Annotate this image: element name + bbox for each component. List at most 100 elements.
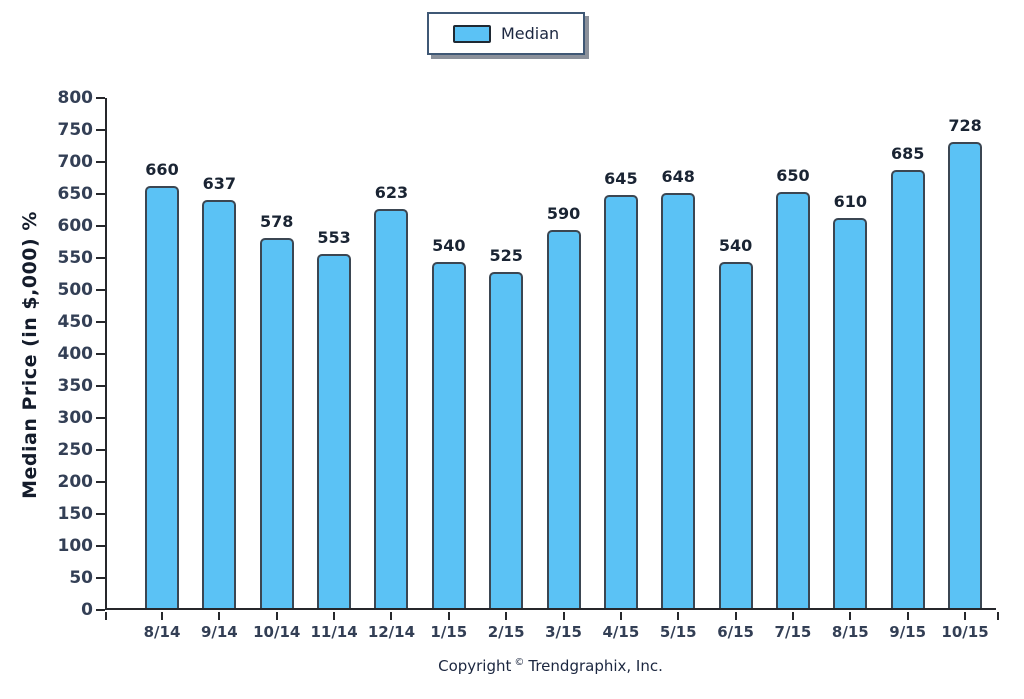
y-tick-mark [96,225,105,227]
bar [259,238,294,608]
x-tick-label: 1/15 [430,623,468,641]
y-tick-label: 700 [57,152,94,172]
bar [948,142,983,608]
x-tick-label: 8/15 [831,623,869,641]
y-tick-label: 650 [57,184,94,204]
y-tick-label: 150 [57,504,94,524]
bar-value-label: 645 [604,169,638,188]
legend-swatch-median [453,24,491,43]
x-tick-mark [161,612,163,620]
x-tick-label: 10/14 [253,623,301,641]
x-tick-mark [218,612,221,620]
y-tick-mark [96,193,105,195]
bar [546,230,581,608]
x-tick-label: 2/15 [487,623,525,641]
copyright-company: Trendgraphix, Inc. [528,657,663,675]
y-tick-label: 350 [57,376,94,396]
bar-value-label: 553 [317,228,351,247]
y-tick-mark [96,353,105,355]
x-tick-label: 12/14 [367,623,416,641]
x-tick-mark [275,612,278,620]
bar [661,193,696,608]
y-tick-label: 250 [57,440,94,460]
bar [718,262,753,608]
y-tick-mark [96,545,105,547]
x-tick-label: 11/14 [310,623,358,641]
y-tick-mark [96,97,105,99]
bar [603,195,638,608]
y-tick-label: 500 [57,280,94,300]
y-tick-mark [96,577,105,579]
y-tick-mark [96,257,105,259]
x-tick-label: 10/15 [941,623,989,641]
y-tick-mark [96,481,105,483]
y-tick-label: 800 [57,88,94,108]
bar-value-label: 590 [546,204,581,223]
bar [775,192,810,608]
copyright-footer: Copyright © Trendgraphix, Inc. [105,657,996,675]
y-axis-title: Median Price (in $,000) % [19,211,41,499]
copyright-text: Copyright [438,657,512,675]
bar-value-label: 650 [776,166,810,185]
bar-value-label: 525 [489,246,523,265]
x-tick-label: 9/15 [889,623,927,641]
bar [489,272,524,608]
bar [374,209,409,608]
x-tick-mark [447,612,450,620]
x-tick-mark [906,612,909,620]
y-tick-label: 200 [57,472,94,492]
legend-label: Median [501,24,560,43]
bar-value-label: 578 [260,212,294,231]
x-tick-mark [390,612,393,620]
bar [317,254,352,608]
x-axis-end-tick [105,612,107,620]
x-tick-mark [734,612,737,620]
x-axis-end-tick [997,612,999,620]
x-tick-mark [791,612,794,620]
x-tick-label: 5/15 [659,623,697,641]
y-tick-label: 50 [69,568,93,588]
y-tick-mark [96,417,105,419]
plot-area: 0 50 100 150 200 250 300 350 400 450 500 550 600 650 7… [58,88,999,641]
copyright-symbol: © [514,657,525,668]
x-tick-mark [562,612,565,620]
y-tick-mark [96,289,105,291]
x-tick-mark [677,612,680,620]
y-tick-label: 750 [57,120,94,140]
bar-value-label: 660 [145,160,179,179]
bar [833,218,868,608]
y-tick-mark [96,609,105,611]
y-tick-label: 400 [57,344,94,364]
bar [431,262,466,608]
x-tick-label: 8/14 [143,623,181,641]
x-tick-mark [333,612,336,620]
x-tick-label: 4/15 [602,623,640,641]
y-tick-mark [96,449,105,451]
y-tick-mark [96,385,105,387]
x-tick-mark [619,612,622,620]
y-tick-label: 600 [57,216,94,236]
legend: Median [427,12,586,55]
bar-value-label: 648 [661,167,695,186]
bar-value-label: 685 [890,144,925,163]
bar [890,170,925,608]
bar-value-label: 540 [718,236,753,255]
x-tick-mark [964,612,967,620]
bar-value-label: 610 [833,192,868,211]
y-tick-label: 0 [81,600,93,620]
bar [145,186,179,608]
x-tick-label: 9/14 [200,623,238,641]
y-tick-label: 450 [57,312,94,332]
x-tick-mark [505,612,508,620]
bar-value-label: 728 [948,116,982,135]
x-tick-label: 6/15 [717,623,754,641]
bar-value-label: 637 [202,174,237,193]
x-tick-label: 7/15 [774,623,812,641]
y-tick-mark [96,321,105,323]
bar [202,200,237,608]
bar-value-label: 540 [432,236,466,255]
y-tick-label: 300 [57,408,94,428]
y-tick-mark [96,161,105,163]
y-tick-mark [96,513,105,515]
